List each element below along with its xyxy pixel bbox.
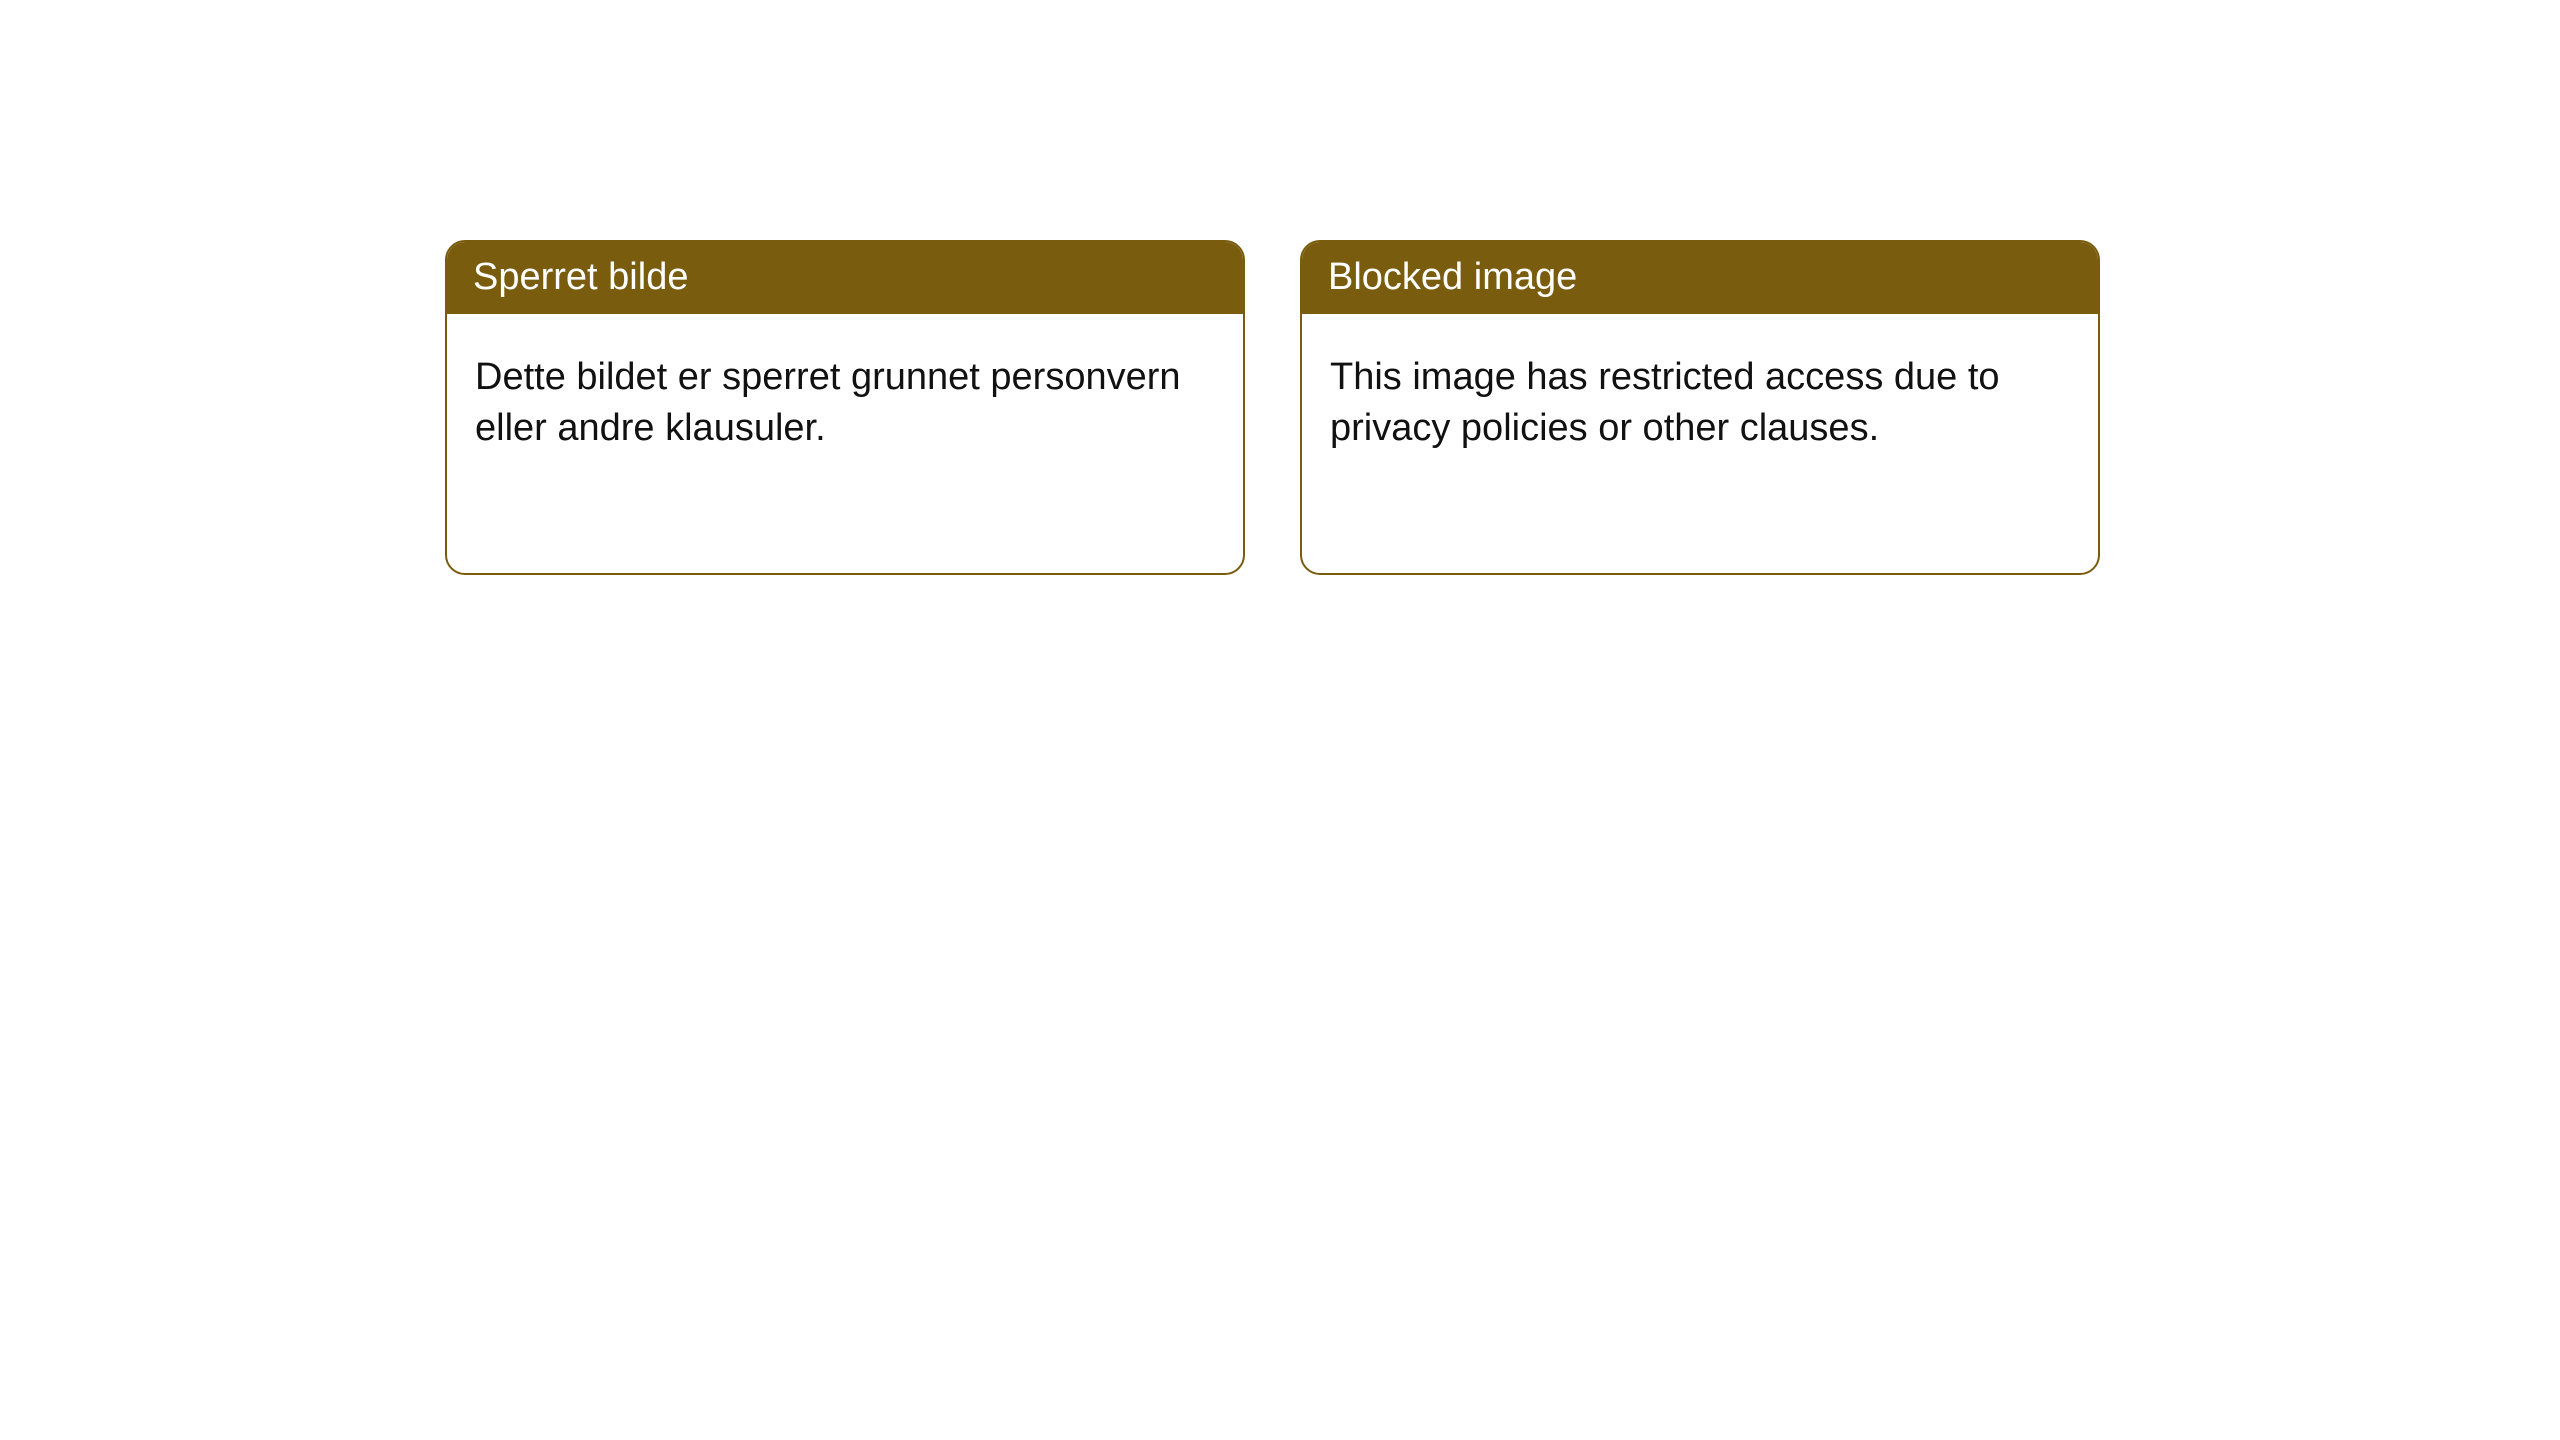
- notice-body-norwegian: Dette bildet er sperret grunnet personve…: [447, 314, 1243, 493]
- notice-header-english: Blocked image: [1302, 242, 2098, 314]
- notice-body-english: This image has restricted access due to …: [1302, 314, 2098, 493]
- notice-card-norwegian: Sperret bilde Dette bildet er sperret gr…: [445, 240, 1245, 575]
- notice-header-norwegian: Sperret bilde: [447, 242, 1243, 314]
- notice-container: Sperret bilde Dette bildet er sperret gr…: [0, 0, 2560, 575]
- notice-card-english: Blocked image This image has restricted …: [1300, 240, 2100, 575]
